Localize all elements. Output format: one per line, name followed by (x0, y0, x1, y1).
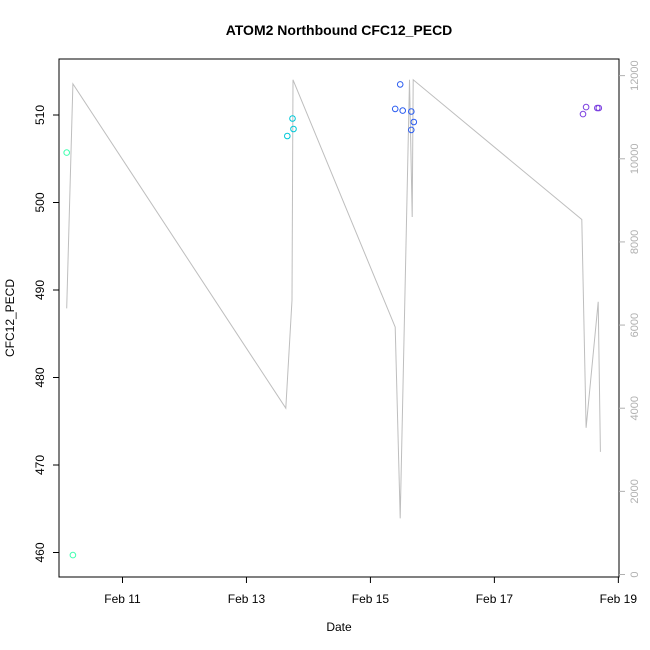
data-point (399, 107, 407, 114)
scatter-points (63, 81, 603, 559)
y-tick-label: 490 (33, 280, 47, 300)
data-point (290, 125, 297, 133)
x-tick-label: Feb 19 (600, 592, 638, 606)
x-axis: Feb 11 Feb 13 Feb 15 Feb 17 Feb 19 (104, 576, 638, 606)
y2-tick-label: 2000 (629, 479, 641, 503)
chart-title: ATOM2 Northbound CFC12_PECD (226, 22, 453, 38)
data-point (284, 132, 291, 140)
x-tick-label: Feb 11 (104, 592, 141, 606)
y-tick-label: 480 (33, 367, 47, 387)
y-tick-label: 470 (33, 455, 47, 475)
y-axis: 460 470 480 490 500 510 (33, 105, 59, 563)
y-tick-label: 460 (33, 542, 47, 562)
y2-tick-label: 6000 (629, 313, 641, 337)
secondary-series-line (66, 78, 601, 519)
data-point (391, 105, 399, 113)
x-tick-label: Feb 15 (352, 592, 390, 606)
y2-tick-label: 0 (629, 571, 641, 577)
data-point (396, 81, 404, 88)
data-point (408, 108, 415, 115)
secondary-line-series (66, 78, 601, 519)
y2-tick-label: 12000 (629, 60, 641, 91)
data-point (63, 149, 70, 156)
data-point (408, 126, 415, 134)
x-tick-label: Feb 13 (228, 592, 266, 606)
x-tick-label: Feb 17 (476, 592, 514, 606)
y-axis-label: CFC12_PECD (3, 279, 17, 357)
x-axis-label: Date (326, 620, 352, 634)
data-point (579, 110, 587, 118)
data-point (595, 104, 603, 112)
y-tick-label: 500 (33, 192, 47, 212)
secondary-y-axis: 0 2000 4000 6000 8000 10000 12000 (619, 60, 641, 578)
y2-tick-label: 4000 (629, 396, 641, 420)
data-point (582, 103, 590, 111)
y-tick-label: 510 (33, 105, 47, 125)
data-point (410, 118, 418, 126)
y2-tick-label: 10000 (629, 143, 641, 174)
data-point (69, 551, 77, 559)
y2-tick-label: 8000 (629, 230, 641, 254)
plot-frame (58, 58, 620, 578)
data-point (289, 115, 296, 122)
